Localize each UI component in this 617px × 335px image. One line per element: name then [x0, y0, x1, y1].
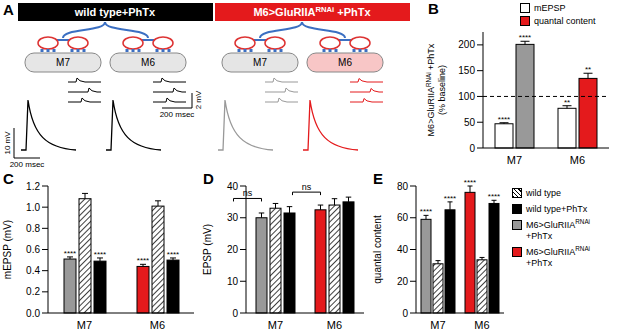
svg-text:****: ****	[64, 249, 76, 258]
svg-text:M6: M6	[474, 319, 489, 331]
svg-text:200 msec: 200 msec	[160, 110, 195, 119]
svg-text:D: D	[203, 170, 214, 187]
svg-text:EPSP (mV): EPSP (mV)	[202, 224, 213, 275]
svg-text:0: 0	[402, 308, 408, 319]
svg-text:**: **	[564, 98, 570, 107]
svg-text:30: 30	[227, 212, 239, 223]
svg-text:40: 40	[227, 181, 239, 192]
svg-text:1.2: 1.2	[26, 181, 40, 192]
svg-text:M6: M6	[570, 154, 585, 166]
svg-text:M6: M6	[150, 319, 165, 331]
svg-text:80: 80	[397, 181, 409, 192]
svg-text:20: 20	[397, 276, 409, 287]
svg-text:0: 0	[232, 308, 238, 319]
svg-text:****: ****	[519, 33, 531, 42]
svg-text:E: E	[373, 170, 383, 187]
svg-text:0.6: 0.6	[26, 244, 40, 255]
svg-text:ns: ns	[302, 182, 312, 192]
svg-text:B: B	[428, 0, 439, 17]
svg-text:150: 150	[458, 65, 475, 76]
html-text:wild type: wild type	[526, 188, 561, 198]
svg-text:M7: M7	[430, 319, 445, 331]
svg-text:****: ****	[137, 256, 149, 265]
svg-text:quantal content: quantal content	[372, 215, 383, 284]
svg-text:M7: M7	[268, 319, 283, 331]
svg-text:mEPSP (mV): mEPSP (mV)	[2, 220, 13, 279]
svg-text:0.0: 0.0	[26, 308, 40, 319]
svg-text:0.2: 0.2	[26, 286, 40, 297]
svg-text:20: 20	[227, 244, 239, 255]
svg-text:0: 0	[469, 143, 475, 154]
svg-text:50: 50	[464, 117, 476, 128]
svg-text:M6>GluRIIARNAi +PhTx: M6>GluRIIARNAi +PhTx	[425, 43, 436, 136]
svg-text:(% baseline): (% baseline)	[437, 65, 447, 115]
svg-text:0.4: 0.4	[26, 265, 40, 276]
svg-text:60: 60	[397, 212, 409, 223]
html-text:wild type+PhTx: wild type+PhTx	[526, 204, 588, 214]
svg-text:M7: M7	[507, 154, 522, 166]
svg-text:****: ****	[167, 250, 179, 259]
svg-text:wild type+PhTx: wild type+PhTx	[74, 6, 156, 18]
svg-text:10: 10	[227, 276, 239, 287]
svg-text:200 msec: 200 msec	[10, 160, 45, 168]
svg-text:****: ****	[420, 207, 432, 216]
svg-text:M7: M7	[56, 57, 70, 68]
html-text:quantal content: quantal content	[534, 16, 596, 26]
svg-text:0.8: 0.8	[26, 223, 40, 234]
svg-text:40: 40	[397, 244, 409, 255]
svg-text:M6: M6	[141, 57, 155, 68]
svg-text:****: ****	[94, 250, 106, 259]
svg-text:10 mV: 10 mV	[3, 131, 12, 155]
svg-text:M7: M7	[253, 57, 267, 68]
svg-text:M6>GluRIIARNAi +PhTx: M6>GluRIIARNAi +PhTx	[253, 5, 371, 18]
svg-text:2 mV: 2 mV	[194, 90, 203, 109]
svg-text:****: ****	[488, 192, 500, 201]
svg-text:**: **	[585, 65, 591, 74]
svg-text:200: 200	[458, 39, 475, 50]
svg-text:100: 100	[458, 91, 475, 102]
svg-text:M7: M7	[77, 319, 92, 331]
svg-text:M6: M6	[327, 319, 342, 331]
html-text:M6>GluRIIARNAi: M6>GluRIIARNAi	[526, 218, 590, 230]
svg-text:C: C	[3, 170, 14, 187]
svg-text:A: A	[3, 1, 14, 18]
html-text:mEPSP: mEPSP	[534, 3, 566, 13]
svg-text:1.0: 1.0	[26, 202, 40, 213]
svg-text:****: ****	[444, 194, 456, 203]
svg-text:M6: M6	[338, 57, 352, 68]
html-text:M6>GluRIIARNAi: M6>GluRIIARNAi	[526, 245, 590, 257]
html-text:+PhTx: +PhTx	[526, 231, 553, 241]
html-text:+PhTx: +PhTx	[526, 258, 553, 268]
svg-text:****: ****	[464, 178, 476, 187]
svg-text:ns: ns	[243, 188, 253, 198]
svg-text:****: ****	[498, 115, 510, 124]
